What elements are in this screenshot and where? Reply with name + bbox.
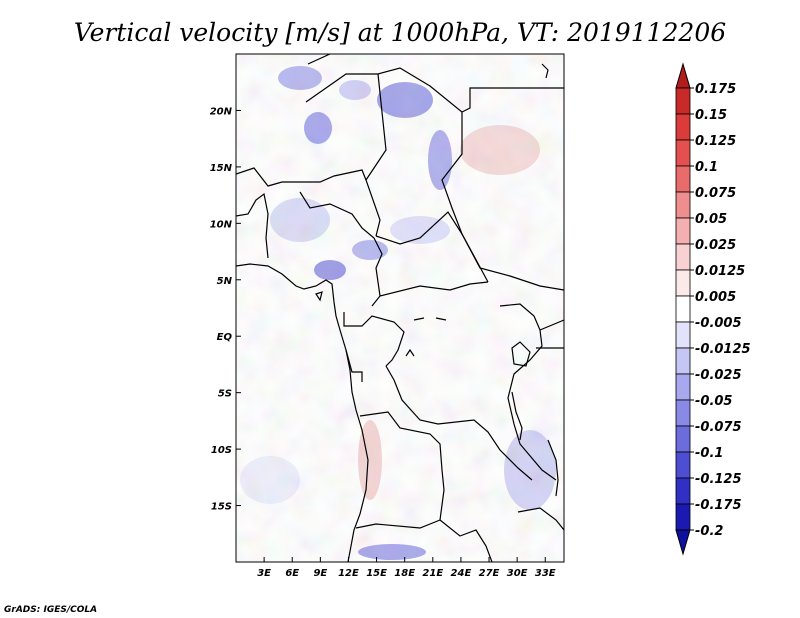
colorbar-swatch bbox=[675, 373, 691, 401]
x-tick-label: 18E bbox=[394, 568, 415, 579]
y-tick-label: 10N bbox=[210, 219, 233, 230]
colorbar-swatch bbox=[675, 139, 691, 167]
y-tick-label: 5N bbox=[217, 276, 233, 287]
vertical-velocity-field bbox=[236, 54, 564, 562]
colorbar-level-label: 0.125 bbox=[695, 134, 736, 149]
grads-credit: GrADS: IGES/COLA bbox=[4, 605, 97, 615]
x-tick-label: 9E bbox=[313, 568, 327, 579]
border-east-2 bbox=[539, 319, 564, 331]
colorbar-swatch bbox=[675, 321, 691, 349]
colorbar-level-label: -0.005 bbox=[695, 316, 742, 331]
colorbar-level-label: 0.025 bbox=[695, 238, 736, 253]
border-north-4 bbox=[461, 87, 564, 113]
colorbar-level-label: -0.125 bbox=[695, 472, 742, 487]
colorbar-swatch bbox=[675, 477, 691, 505]
colorbar-level-label: -0.1 bbox=[695, 446, 723, 461]
colorbar-level-label: 0.05 bbox=[695, 212, 727, 227]
x-tick-label: 27E bbox=[479, 568, 500, 579]
border-north-1 bbox=[307, 54, 331, 65]
colorbar-level-label: -0.175 bbox=[695, 498, 742, 513]
colorbar-swatch bbox=[675, 425, 691, 453]
colorbar-top-arrow bbox=[675, 62, 691, 89]
colorbar-level-label: -0.0125 bbox=[695, 342, 751, 357]
small-lake-2 bbox=[405, 348, 415, 357]
west-africa-coastline bbox=[236, 263, 369, 562]
lake-victoria bbox=[511, 341, 531, 367]
latitude-axis: 20N 15N 10N 5N EQ 5S 10S 15S bbox=[210, 106, 241, 513]
colorbar-level-label: 0.175 bbox=[695, 82, 736, 97]
colorbar-level-label: -0.075 bbox=[695, 420, 742, 435]
border-car bbox=[379, 281, 489, 297]
lake-tanganyika bbox=[511, 391, 523, 441]
colorbar-level-label: 0.075 bbox=[695, 186, 736, 201]
colorbar: 0.175 0.15 0.125 0.1 0.075 0.05 0.025 0.0125 0.0… bbox=[675, 62, 751, 556]
colorbar-level-label: 0.15 bbox=[695, 108, 727, 123]
island-2 bbox=[541, 63, 549, 79]
colorbar-swatch bbox=[675, 113, 691, 141]
y-tick-label: 10S bbox=[211, 445, 232, 456]
small-lake bbox=[413, 317, 447, 321]
y-tick-label: EQ bbox=[217, 332, 233, 343]
map-panel bbox=[235, 53, 565, 563]
colorbar-level-label: -0.025 bbox=[695, 368, 742, 383]
x-tick-label: 21E bbox=[422, 568, 443, 579]
colorbar-swatch bbox=[675, 217, 691, 245]
border-central bbox=[375, 211, 564, 291]
colorbar-level-label: 0.1 bbox=[695, 160, 718, 175]
y-tick-label: 5S bbox=[218, 389, 232, 400]
colorbar-swatch bbox=[675, 347, 691, 375]
border-gabon bbox=[345, 349, 363, 382]
colorbar-level-label: 0.0125 bbox=[695, 264, 745, 279]
colorbar-swatch bbox=[675, 269, 691, 297]
y-tick-label: 20N bbox=[210, 106, 233, 117]
island bbox=[315, 291, 323, 302]
colorbar-level-label: -0.05 bbox=[695, 394, 732, 409]
colorbar-swatch bbox=[675, 295, 691, 323]
x-tick-label: 30E bbox=[507, 568, 528, 579]
map-title: Vertical velocity [m/s] at 1000hPa, VT: … bbox=[74, 18, 726, 47]
colorbar-swatch bbox=[675, 243, 691, 271]
x-tick-label: 15E bbox=[366, 568, 387, 579]
colorbar-swatch bbox=[675, 191, 691, 219]
border-angola bbox=[355, 411, 445, 529]
colorbar-swatch bbox=[675, 87, 691, 115]
x-tick-label: 12E bbox=[338, 568, 359, 579]
x-tick-label: 6E bbox=[285, 568, 299, 579]
border-sahel bbox=[236, 167, 367, 187]
border-west bbox=[236, 192, 269, 259]
x-tick-label: 3E bbox=[257, 568, 271, 579]
longitude-axis: 3E 6E 9E 12E 15E 18E 21E 24E 27E 30E 33E bbox=[257, 557, 556, 579]
lake-malawi bbox=[547, 439, 559, 497]
x-tick-label: 24E bbox=[451, 568, 472, 579]
colorbar-level-label: 0.005 bbox=[695, 290, 736, 305]
border-congo bbox=[343, 312, 405, 367]
x-tick-label: 33E bbox=[535, 568, 556, 579]
colorbar-swatch bbox=[675, 165, 691, 193]
coastlines-and-borders bbox=[236, 54, 564, 562]
border-nigeria bbox=[299, 191, 383, 307]
colorbar-swatch bbox=[675, 503, 691, 531]
y-tick-label: 15N bbox=[210, 163, 233, 174]
border-southeast bbox=[517, 507, 564, 531]
border-drc-south bbox=[385, 365, 533, 481]
colorbar-bottom-arrow bbox=[675, 529, 691, 556]
field-noise bbox=[236, 54, 564, 562]
map-frame bbox=[235, 53, 565, 563]
y-tick-label: 15S bbox=[211, 502, 232, 513]
border-east bbox=[499, 303, 557, 481]
border-zambia bbox=[439, 519, 493, 562]
colorbar-level-label: -0.2 bbox=[695, 524, 723, 539]
colorbar-swatch bbox=[675, 399, 691, 427]
colorbar-swatch bbox=[675, 451, 691, 479]
